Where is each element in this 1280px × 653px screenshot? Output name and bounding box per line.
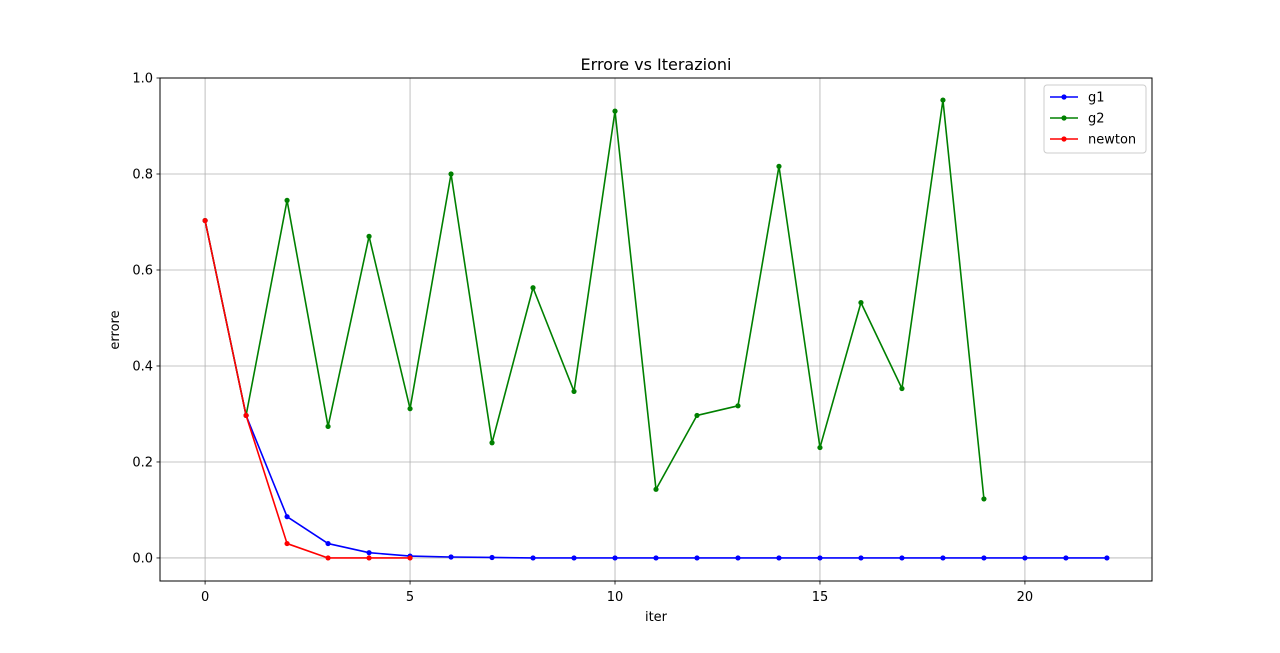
data-point-g2 (284, 197, 290, 203)
data-point-g1 (776, 555, 782, 561)
data-point-g1 (899, 555, 905, 561)
data-point-g1 (1022, 555, 1028, 561)
data-point-g2 (981, 496, 987, 502)
data-point-g2 (735, 403, 741, 409)
data-point-g2 (325, 423, 331, 430)
legend-entry-g1: g1 (1050, 91, 1105, 106)
y-tick-label: 0.6 (132, 263, 153, 278)
legend-marker-g1 (1061, 94, 1067, 100)
legend-entry-newton: newton (1050, 133, 1136, 148)
data-point-g1 (940, 555, 946, 561)
x-tick-label: 20 (1017, 590, 1034, 605)
data-point-newton (202, 217, 208, 224)
data-point-g2 (530, 285, 536, 291)
data-point-g2 (940, 97, 946, 103)
chart-title: Errore vs Iterazioni (581, 55, 732, 74)
data-point-g1 (612, 555, 618, 561)
data-point-g1 (325, 540, 331, 547)
x-tick-label: 15 (812, 590, 829, 605)
series-line-g2 (204, 99, 985, 500)
legend-label-newton: newton (1088, 133, 1136, 148)
y-tick-label: 0.0 (132, 551, 153, 566)
legend-box (1043, 84, 1147, 154)
data-point-g2 (448, 171, 454, 177)
data-point-g1 (735, 555, 741, 561)
data-point-g1 (366, 550, 372, 556)
data-point-g2 (489, 440, 495, 446)
axis-ticks: 0 5 10 15 20 0.0 0.2 0.4 0.6 0.8 1.0 (132, 72, 1033, 606)
series-newton (202, 217, 413, 561)
y-tick-label: 0.8 (132, 167, 153, 182)
data-point-g1 (858, 555, 864, 561)
y-tick-label: 0.2 (132, 455, 153, 470)
data-point-g1 (653, 555, 659, 561)
axes-frame (159, 77, 1153, 582)
y-axis-label: errore (108, 310, 123, 349)
x-tick-label: 10 (607, 590, 624, 605)
data-point-g1 (448, 554, 454, 560)
data-point-newton (243, 412, 249, 419)
legend-marker-g2 (1061, 115, 1067, 121)
data-point-g2 (571, 388, 577, 395)
legend-marker-newton (1061, 136, 1067, 142)
data-point-newton (366, 555, 372, 561)
y-tick-label: 0.4 (132, 359, 153, 374)
y-tick-label: 1.0 (132, 72, 153, 87)
x-tick-label: 5 (406, 590, 414, 605)
data-point-g2 (366, 233, 372, 239)
data-point-g2 (858, 300, 864, 306)
data-point-g1 (1063, 555, 1069, 561)
data-point-g2 (653, 486, 659, 492)
data-point-g2 (776, 163, 782, 169)
data-point-newton (407, 555, 413, 561)
legend-label-g1: g1 (1088, 91, 1105, 106)
x-tick-label: 0 (201, 590, 209, 605)
data-point-g1 (1104, 555, 1110, 561)
data-point-g2 (899, 385, 905, 392)
data-point-g1 (530, 555, 536, 561)
legend-entry-g2: g2 (1050, 112, 1105, 127)
data-point-g2 (612, 108, 618, 114)
plot-series (202, 97, 1110, 561)
data-point-newton (284, 540, 290, 547)
series-line-newton (204, 220, 411, 559)
data-point-newton (325, 555, 331, 561)
data-point-g1 (489, 554, 495, 561)
data-point-g1 (571, 555, 577, 561)
series-g2 (202, 97, 987, 502)
data-point-g1 (694, 555, 700, 561)
legend-label-g2: g2 (1088, 112, 1105, 127)
legend: g1 g2 newton (1043, 84, 1147, 154)
data-point-g1 (284, 514, 290, 520)
data-point-g1 (981, 555, 987, 561)
x-axis-label: iter (645, 610, 668, 625)
data-point-g1 (817, 555, 823, 561)
data-point-g2 (817, 444, 823, 451)
data-point-g2 (694, 412, 700, 419)
data-point-g2 (407, 406, 413, 412)
